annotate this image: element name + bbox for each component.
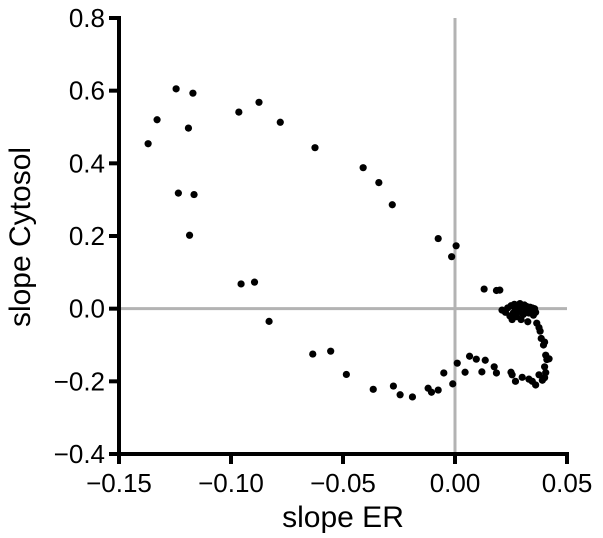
data-point xyxy=(276,118,284,126)
data-point xyxy=(427,388,436,396)
data-point xyxy=(480,285,488,293)
data-point xyxy=(369,385,377,393)
data-points xyxy=(144,85,553,401)
data-point xyxy=(492,369,501,377)
y-tick-label: −0.4 xyxy=(54,439,105,469)
data-point xyxy=(465,352,474,360)
data-point xyxy=(481,356,489,364)
data-point xyxy=(235,108,243,116)
y-axis-title: slope Cytosol xyxy=(4,147,37,327)
data-point xyxy=(190,190,198,199)
x-tick-label: −0.10 xyxy=(198,468,264,498)
x-axis-ticks: −0.15 −0.10 −0.05 0.00 0.05 xyxy=(86,454,592,498)
y-axis-ticks: −0.4 −0.2 0.0 0.2 0.4 0.6 0.8 xyxy=(54,3,119,469)
data-point xyxy=(525,375,533,383)
data-point xyxy=(250,278,259,286)
data-point xyxy=(434,386,442,394)
data-point xyxy=(524,318,532,326)
data-point xyxy=(388,201,396,209)
data-point xyxy=(255,98,263,106)
x-tick-label: −0.05 xyxy=(310,468,376,498)
data-point xyxy=(541,363,549,371)
data-point xyxy=(538,376,546,384)
y-tick-label: 0.8 xyxy=(69,3,105,33)
data-point xyxy=(265,317,273,325)
axes xyxy=(117,16,569,456)
data-point xyxy=(174,189,182,197)
data-point xyxy=(189,89,197,97)
x-tick-label: 0.00 xyxy=(430,468,481,498)
y-tick-label: 0.6 xyxy=(69,76,105,106)
data-point xyxy=(396,391,404,399)
data-point xyxy=(532,308,540,316)
data-point xyxy=(452,242,460,250)
data-point xyxy=(535,371,543,379)
data-point xyxy=(478,368,486,376)
data-point xyxy=(541,338,549,346)
data-point xyxy=(153,116,161,124)
x-axis-title: slope ER xyxy=(282,501,404,534)
data-point xyxy=(453,359,461,367)
data-point xyxy=(375,178,383,187)
data-point xyxy=(490,363,498,371)
data-point xyxy=(184,124,193,132)
data-point xyxy=(448,253,456,261)
data-point xyxy=(511,377,520,385)
data-point xyxy=(237,280,245,288)
data-point xyxy=(311,144,319,152)
data-point xyxy=(408,393,417,401)
data-point xyxy=(144,140,152,148)
data-point xyxy=(472,355,480,363)
y-tick-label: 0.2 xyxy=(69,221,105,251)
data-point xyxy=(359,164,367,172)
y-tick-label: −0.2 xyxy=(54,366,105,396)
data-point xyxy=(440,369,448,377)
data-point xyxy=(449,380,457,388)
data-point xyxy=(327,347,335,355)
data-point xyxy=(518,373,526,381)
data-point xyxy=(507,368,515,376)
y-tick-label: 0.0 xyxy=(69,294,105,324)
data-point xyxy=(172,85,180,93)
data-point xyxy=(496,286,504,294)
data-point xyxy=(545,355,553,363)
data-point xyxy=(434,234,442,243)
data-point xyxy=(309,350,317,358)
data-point xyxy=(389,382,397,390)
y-tick-label: 0.4 xyxy=(69,148,105,178)
data-point xyxy=(342,370,350,379)
data-point xyxy=(536,327,544,335)
data-point xyxy=(185,231,194,239)
x-tick-label: 0.05 xyxy=(542,468,593,498)
data-point xyxy=(461,368,469,376)
x-tick-label: −0.15 xyxy=(86,468,152,498)
